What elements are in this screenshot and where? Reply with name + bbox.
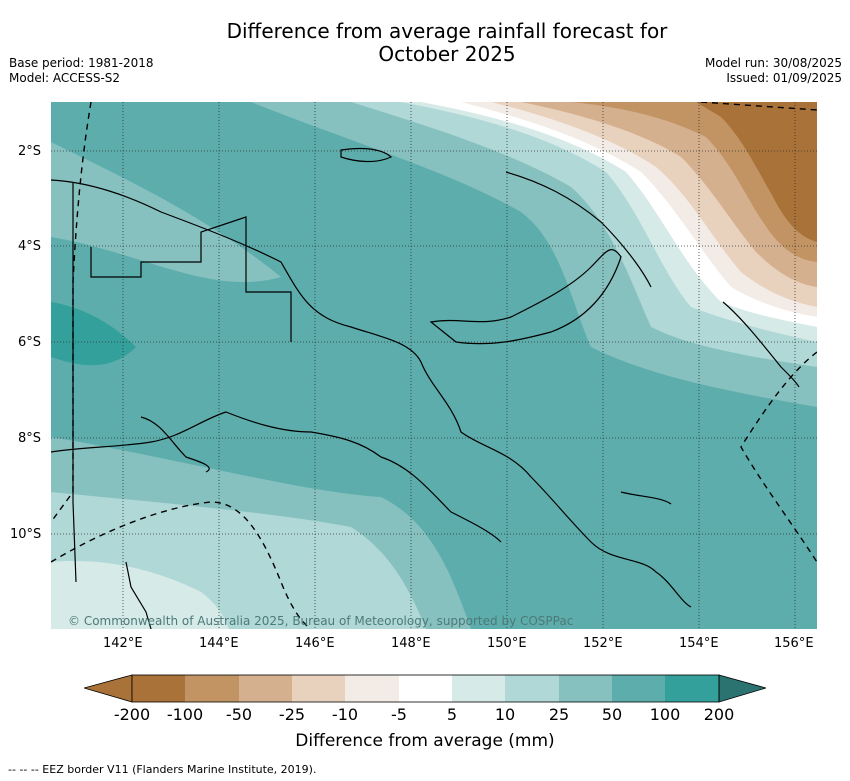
map-title: Difference from average rainfall forecas… [0, 20, 850, 66]
contour-minus-100-200 [696, 102, 817, 242]
map-title-line2: October 2025 [378, 42, 516, 66]
lon-label-142e: 142°E [103, 636, 143, 651]
colorbar-tick: -25 [278, 705, 306, 724]
manus-island [340, 147, 393, 163]
new-ireland [505, 171, 652, 288]
lon-label-148e: 148°E [391, 636, 431, 651]
colorbar-tick: 200 [703, 705, 735, 724]
colorbar-tick: -50 [225, 705, 253, 724]
colorbar-swatch-10 [612, 675, 665, 702]
lat-label-10s: 10°S [10, 527, 42, 542]
lon-label-154e: 154°E [679, 636, 719, 651]
eez-west [51, 102, 92, 523]
colorbar-swatch-9 [559, 675, 612, 702]
lon-label-146e: 146°E [295, 636, 335, 651]
eez-borders [51, 102, 817, 629]
lon-label-144e: 144°E [199, 636, 239, 651]
lon-label-152e: 152°E [583, 636, 623, 651]
map-title-line1: Difference from average rainfall forecas… [226, 19, 668, 43]
lon-label-156e: 156°E [774, 636, 814, 651]
lat-label-4s: 4°S [18, 239, 42, 254]
cape-york [125, 561, 152, 629]
colorbar-swatch-8 [505, 675, 559, 702]
bougainville [722, 301, 800, 388]
colorbar-swatch-5 [345, 675, 399, 702]
run-info: Model run: 30/08/2025 Issued: 01/09/2025 [705, 56, 842, 86]
lat-label-2s: 2°S [18, 144, 42, 159]
colorbar [84, 674, 766, 703]
new-guinea-coast-north [51, 179, 692, 608]
contour-100-200-west [51, 302, 136, 366]
colorbar-swatch-4 [292, 675, 345, 702]
colorbar-tick: 50 [601, 705, 623, 724]
colorbar-tick: 25 [548, 705, 570, 724]
colorbar-swatch-3 [239, 675, 292, 702]
colorbar-tick: -100 [166, 705, 204, 724]
colorbar-swatch-6 [399, 675, 452, 702]
base-period: Base period: 1981-2018 [9, 56, 154, 70]
louisiade-islands [620, 491, 672, 505]
map-panel [51, 102, 817, 629]
colorbar-swatch-2 [185, 675, 239, 702]
coastlines [51, 147, 800, 629]
lat-label-6s: 6°S [18, 335, 42, 350]
gridlines [51, 102, 817, 629]
gulf-islands [140, 416, 210, 473]
colorbar-tick: -5 [391, 705, 407, 724]
colorbar-swatch-7 [452, 675, 505, 702]
colorbar-tick: 5 [446, 705, 458, 724]
issued-date: Issued: 01/09/2025 [726, 71, 842, 85]
colorbar-tick: -200 [113, 705, 151, 724]
model-info: Base period: 1981-2018 Model: ACCESS-S2 [9, 56, 154, 86]
colorbar-tick: 100 [649, 705, 681, 724]
province-borders [90, 216, 292, 342]
colorbar-swatch-1 [132, 675, 185, 702]
colorbar-extend-low [84, 674, 133, 703]
eez-south [51, 501, 312, 629]
rainfall-map [51, 102, 817, 629]
model-run: Model run: 30/08/2025 [704, 56, 842, 70]
new-britain [429, 249, 622, 345]
lon-label-150e: 150°E [487, 636, 527, 651]
copyright-notice: © Commonwealth of Australia 2025, Bureau… [68, 614, 574, 628]
colorbar-frame [131, 674, 720, 703]
new-guinea-coast-south [51, 411, 502, 543]
colorbar-tick: 10 [494, 705, 516, 724]
lat-label-8s: 8°S [18, 431, 42, 446]
colorbar-title: Difference from average (mm) [295, 731, 555, 751]
colorbar-swatch-11 [665, 675, 719, 702]
colorbar-extend-high [718, 674, 766, 703]
contour-25-50-west [51, 142, 281, 283]
model-name: Model: ACCESS-S2 [9, 71, 121, 85]
contour-5-10-south [51, 561, 229, 629]
colorbar-tick: -10 [331, 705, 359, 724]
eez-east [740, 351, 817, 563]
eez-northeast [700, 102, 817, 111]
eez-legend-note: -- -- -- EEZ border V11 (Flanders Marine… [8, 763, 317, 776]
